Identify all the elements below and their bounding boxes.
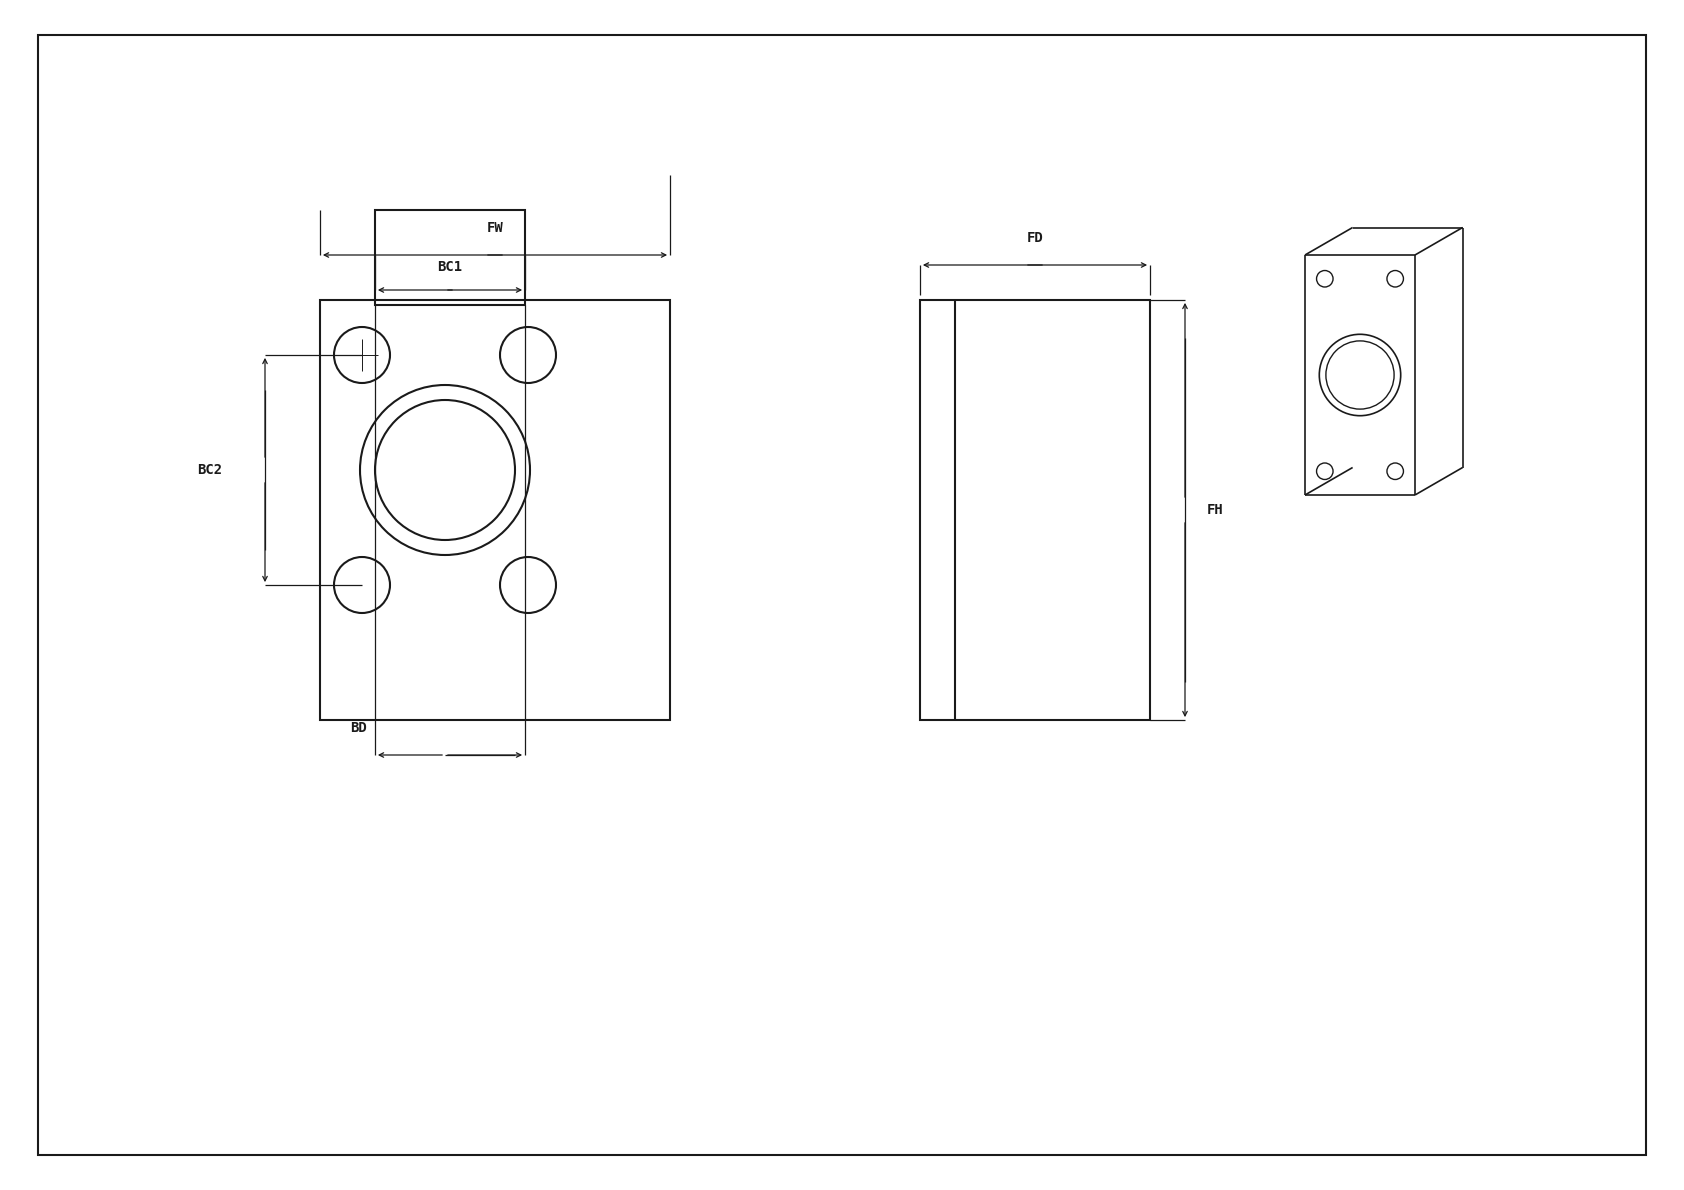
Bar — [919, 300, 1150, 720]
Text: FW: FW — [487, 221, 504, 234]
Text: FD: FD — [1027, 231, 1044, 245]
Bar — [320, 300, 670, 720]
Text: BC2: BC2 — [197, 463, 222, 477]
Text: BC1: BC1 — [438, 259, 463, 274]
Text: FH: FH — [1207, 503, 1223, 516]
Bar — [376, 209, 525, 305]
Text: BD: BD — [350, 721, 367, 735]
